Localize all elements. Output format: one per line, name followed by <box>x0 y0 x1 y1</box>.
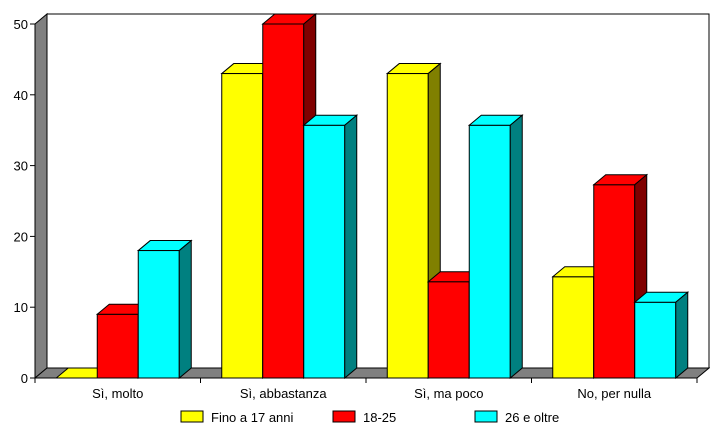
bar <box>633 291 690 380</box>
bar-side <box>178 239 192 380</box>
bar-front <box>96 313 139 379</box>
y-tick-label: 20 <box>14 229 28 244</box>
chart-labels: 0 10 20 30 40 50 Sì, molto Sì, abbastanza Sì, ma… <box>14 17 652 401</box>
bar <box>302 114 359 380</box>
chart-legend: Fino a 17 anni 18-25 26 e oltre <box>180 410 559 425</box>
bar-front <box>427 281 470 379</box>
bar <box>467 114 524 380</box>
legend-item: Fino a 17 anni <box>180 410 294 425</box>
y-tick-label: 50 <box>14 17 28 32</box>
y-tick-label: 30 <box>14 159 28 174</box>
bar-side <box>509 114 523 380</box>
bar-front <box>593 184 636 379</box>
legend-label: Fino a 17 anni <box>211 410 294 425</box>
y-tick-label: 40 <box>14 88 28 103</box>
bar <box>136 239 193 380</box>
legend-label: 18-25 <box>363 410 396 425</box>
legend-label: 26 e oltre <box>505 410 559 425</box>
legend-swatch <box>180 410 204 423</box>
bar-side <box>344 114 358 380</box>
chart-bars <box>54 12 690 380</box>
x-category-label: No, per nulla <box>577 386 651 401</box>
x-category-label: Sì, molto <box>92 386 143 401</box>
bar <box>385 62 442 380</box>
bar-front <box>468 124 511 379</box>
x-category-label: Sì, abbastanza <box>240 386 327 401</box>
bar-front <box>221 73 264 379</box>
legend-item: 26 e oltre <box>474 410 559 425</box>
legend-swatch <box>474 410 498 423</box>
bar-front <box>634 301 677 379</box>
y-tick-label: 0 <box>21 371 28 386</box>
bar-front <box>552 276 595 379</box>
chart-axes <box>30 12 710 383</box>
side-wall <box>34 12 48 380</box>
bar-front <box>386 73 429 379</box>
legend-swatch <box>332 410 356 423</box>
bar-front <box>137 250 180 379</box>
x-category-label: Sì, ma poco <box>414 386 483 401</box>
bar-front <box>262 23 305 379</box>
bar-side <box>675 291 689 380</box>
y-tick-label: 10 <box>14 300 28 315</box>
bar-front <box>303 124 346 379</box>
legend-item: 18-25 <box>332 410 396 425</box>
